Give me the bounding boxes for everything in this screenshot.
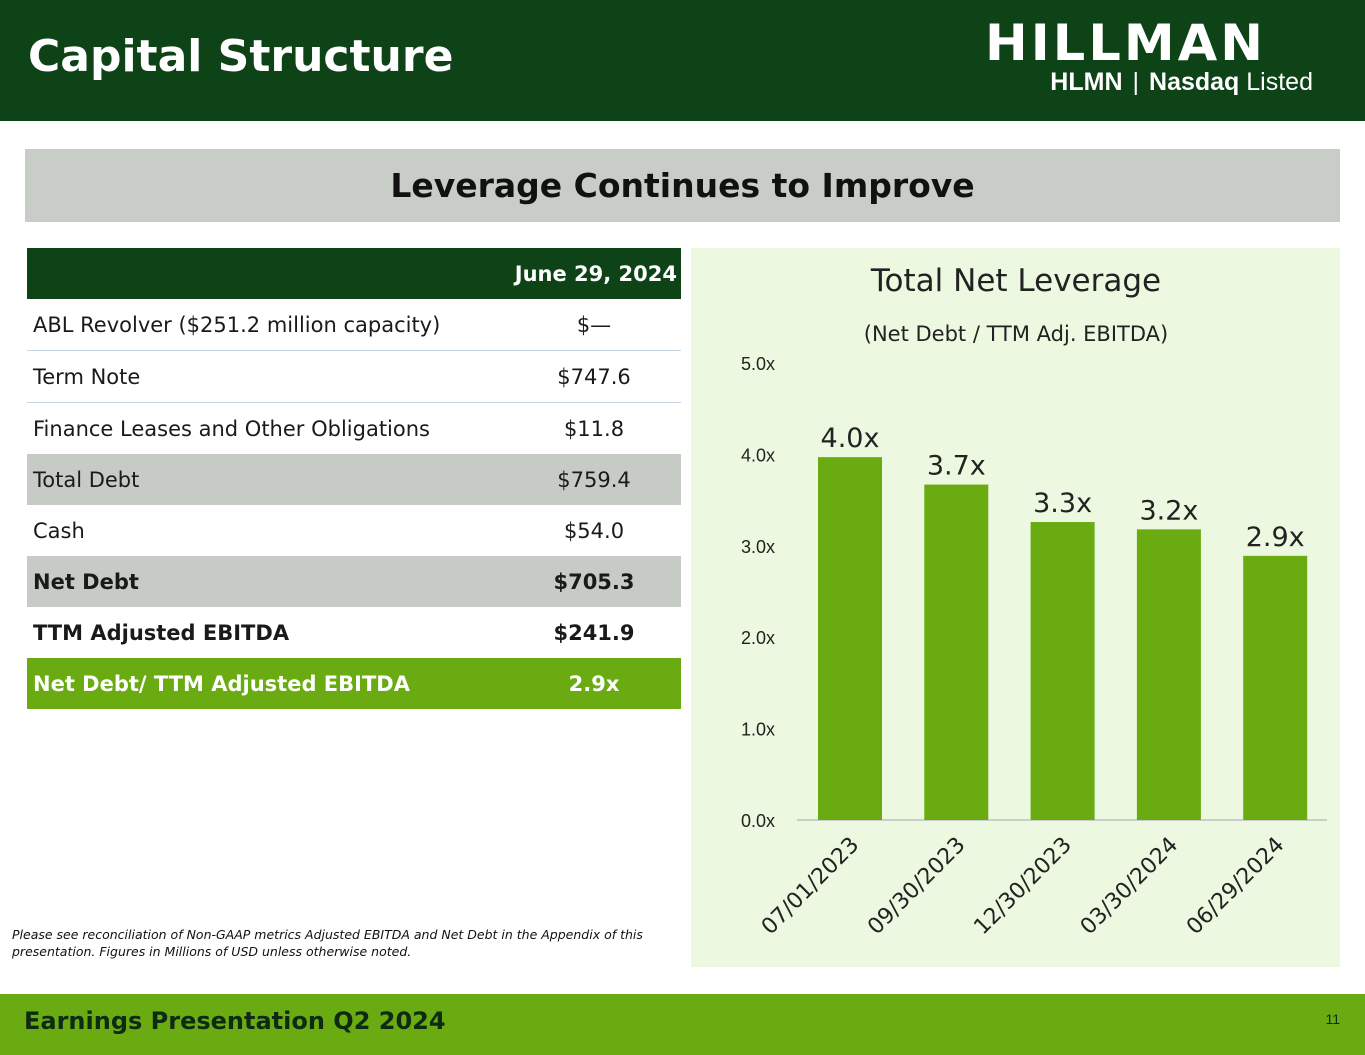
x-tick-label: 03/30/2024 bbox=[1076, 833, 1183, 940]
table-column-header: June 29, 2024 bbox=[507, 248, 681, 299]
bar-06/29/2024 bbox=[1243, 555, 1308, 820]
row-value: $54.0 bbox=[563, 518, 625, 543]
data-label: 4.0x bbox=[821, 423, 880, 454]
x-tick-label: 12/30/2023 bbox=[969, 833, 1076, 940]
logo-ticker: HLMN bbox=[1050, 68, 1123, 96]
row-label: TTM Adjusted EBITDA bbox=[33, 620, 290, 645]
row-value: 2.9x bbox=[507, 658, 681, 709]
bar-12/30/2023 bbox=[1030, 522, 1095, 820]
leverage-bar-chart: Total Net Leverage (Net Debt / TTM Adj. … bbox=[741, 263, 1327, 940]
row-label: Finance Leases and Other Obligations bbox=[33, 416, 430, 441]
table-row: Cash $54.0 bbox=[27, 505, 681, 556]
bar-07/01/2023 bbox=[818, 457, 882, 820]
capital-structure-table: June 29, 2024 ABL Revolver ($251.2 milli… bbox=[27, 248, 681, 709]
y-tick-label: 0.0x bbox=[741, 811, 775, 831]
table-row: Term Note $747.6 bbox=[27, 350, 681, 403]
footer-bar bbox=[0, 994, 1365, 1055]
logo-exchange: Nasdaq bbox=[1149, 68, 1240, 96]
leverage-chart-panel: Total Net Leverage (Net Debt / TTM Adj. … bbox=[691, 248, 1340, 967]
table-row-ebitda: TTM Adjusted EBITDA $241.9 bbox=[27, 607, 681, 658]
table-row: ABL Revolver ($251.2 million capacity) $… bbox=[27, 299, 681, 351]
table-header-blank bbox=[27, 248, 507, 299]
footnote: Please see reconciliation of Non-GAAP me… bbox=[12, 927, 643, 959]
table-row-net-debt: Net Debt $705.3 bbox=[27, 556, 681, 607]
y-tick-label: 5.0x bbox=[741, 354, 775, 374]
row-label: Net Debt bbox=[27, 556, 507, 607]
data-label: 3.7x bbox=[927, 451, 986, 482]
bar-03/30/2024 bbox=[1136, 529, 1201, 820]
x-tick-label: 07/01/2023 bbox=[757, 833, 864, 940]
row-label: Net Debt/ TTM Adjusted EBITDA bbox=[27, 658, 507, 709]
chart-title: Total Net Leverage bbox=[870, 263, 1161, 299]
table-header-row: June 29, 2024 bbox=[27, 248, 681, 299]
x-tick-label: 06/29/2024 bbox=[1182, 833, 1289, 940]
row-label: Cash bbox=[33, 518, 85, 543]
table-row: Finance Leases and Other Obligations $11… bbox=[27, 403, 681, 455]
section-banner: Leverage Continues to Improve bbox=[25, 149, 1340, 222]
y-tick-label: 1.0x bbox=[741, 720, 775, 740]
row-value: $705.3 bbox=[507, 556, 681, 607]
hillman-logo: HILLMAN bbox=[985, 14, 1266, 72]
row-value: $241.9 bbox=[553, 620, 635, 645]
data-label: 3.3x bbox=[1033, 488, 1092, 519]
page-number: 11 bbox=[1325, 1011, 1340, 1027]
table-row-total-debt: Total Debt $759.4 bbox=[27, 454, 681, 505]
data-label: 3.2x bbox=[1139, 495, 1198, 526]
row-value: $759.4 bbox=[507, 454, 681, 505]
page-title: Capital Structure bbox=[28, 31, 454, 82]
data-label: 2.9x bbox=[1246, 522, 1305, 553]
row-label: Term Note bbox=[27, 350, 507, 403]
row-value: $11.8 bbox=[563, 416, 625, 441]
section-title: Leverage Continues to Improve bbox=[390, 166, 975, 205]
y-tick-label: 4.0x bbox=[741, 445, 775, 465]
chart-subtitle: (Net Debt / TTM Adj. EBITDA) bbox=[864, 322, 1168, 346]
row-label: Total Debt bbox=[27, 454, 507, 505]
row-value: $747.6 bbox=[507, 350, 681, 403]
footer-title: Earnings Presentation Q2 2024 bbox=[24, 1007, 446, 1035]
x-tick-label: 09/30/2023 bbox=[863, 833, 970, 940]
table-row-leverage: Net Debt/ TTM Adjusted EBITDA 2.9x bbox=[27, 658, 681, 709]
bar-09/30/2023 bbox=[924, 484, 989, 820]
y-tick-label: 2.0x bbox=[741, 628, 775, 648]
header-bar bbox=[0, 0, 1365, 121]
row-label: ABL Revolver ($251.2 million capacity) bbox=[27, 299, 507, 351]
row-value: $— bbox=[507, 299, 681, 351]
y-tick-label: 3.0x bbox=[741, 537, 775, 557]
logo-exchange-rest: Listed bbox=[1246, 68, 1313, 96]
logo-tagline: HLMN | Nasdaq Listed bbox=[1050, 66, 1313, 98]
logo-separator: | bbox=[1132, 68, 1140, 96]
